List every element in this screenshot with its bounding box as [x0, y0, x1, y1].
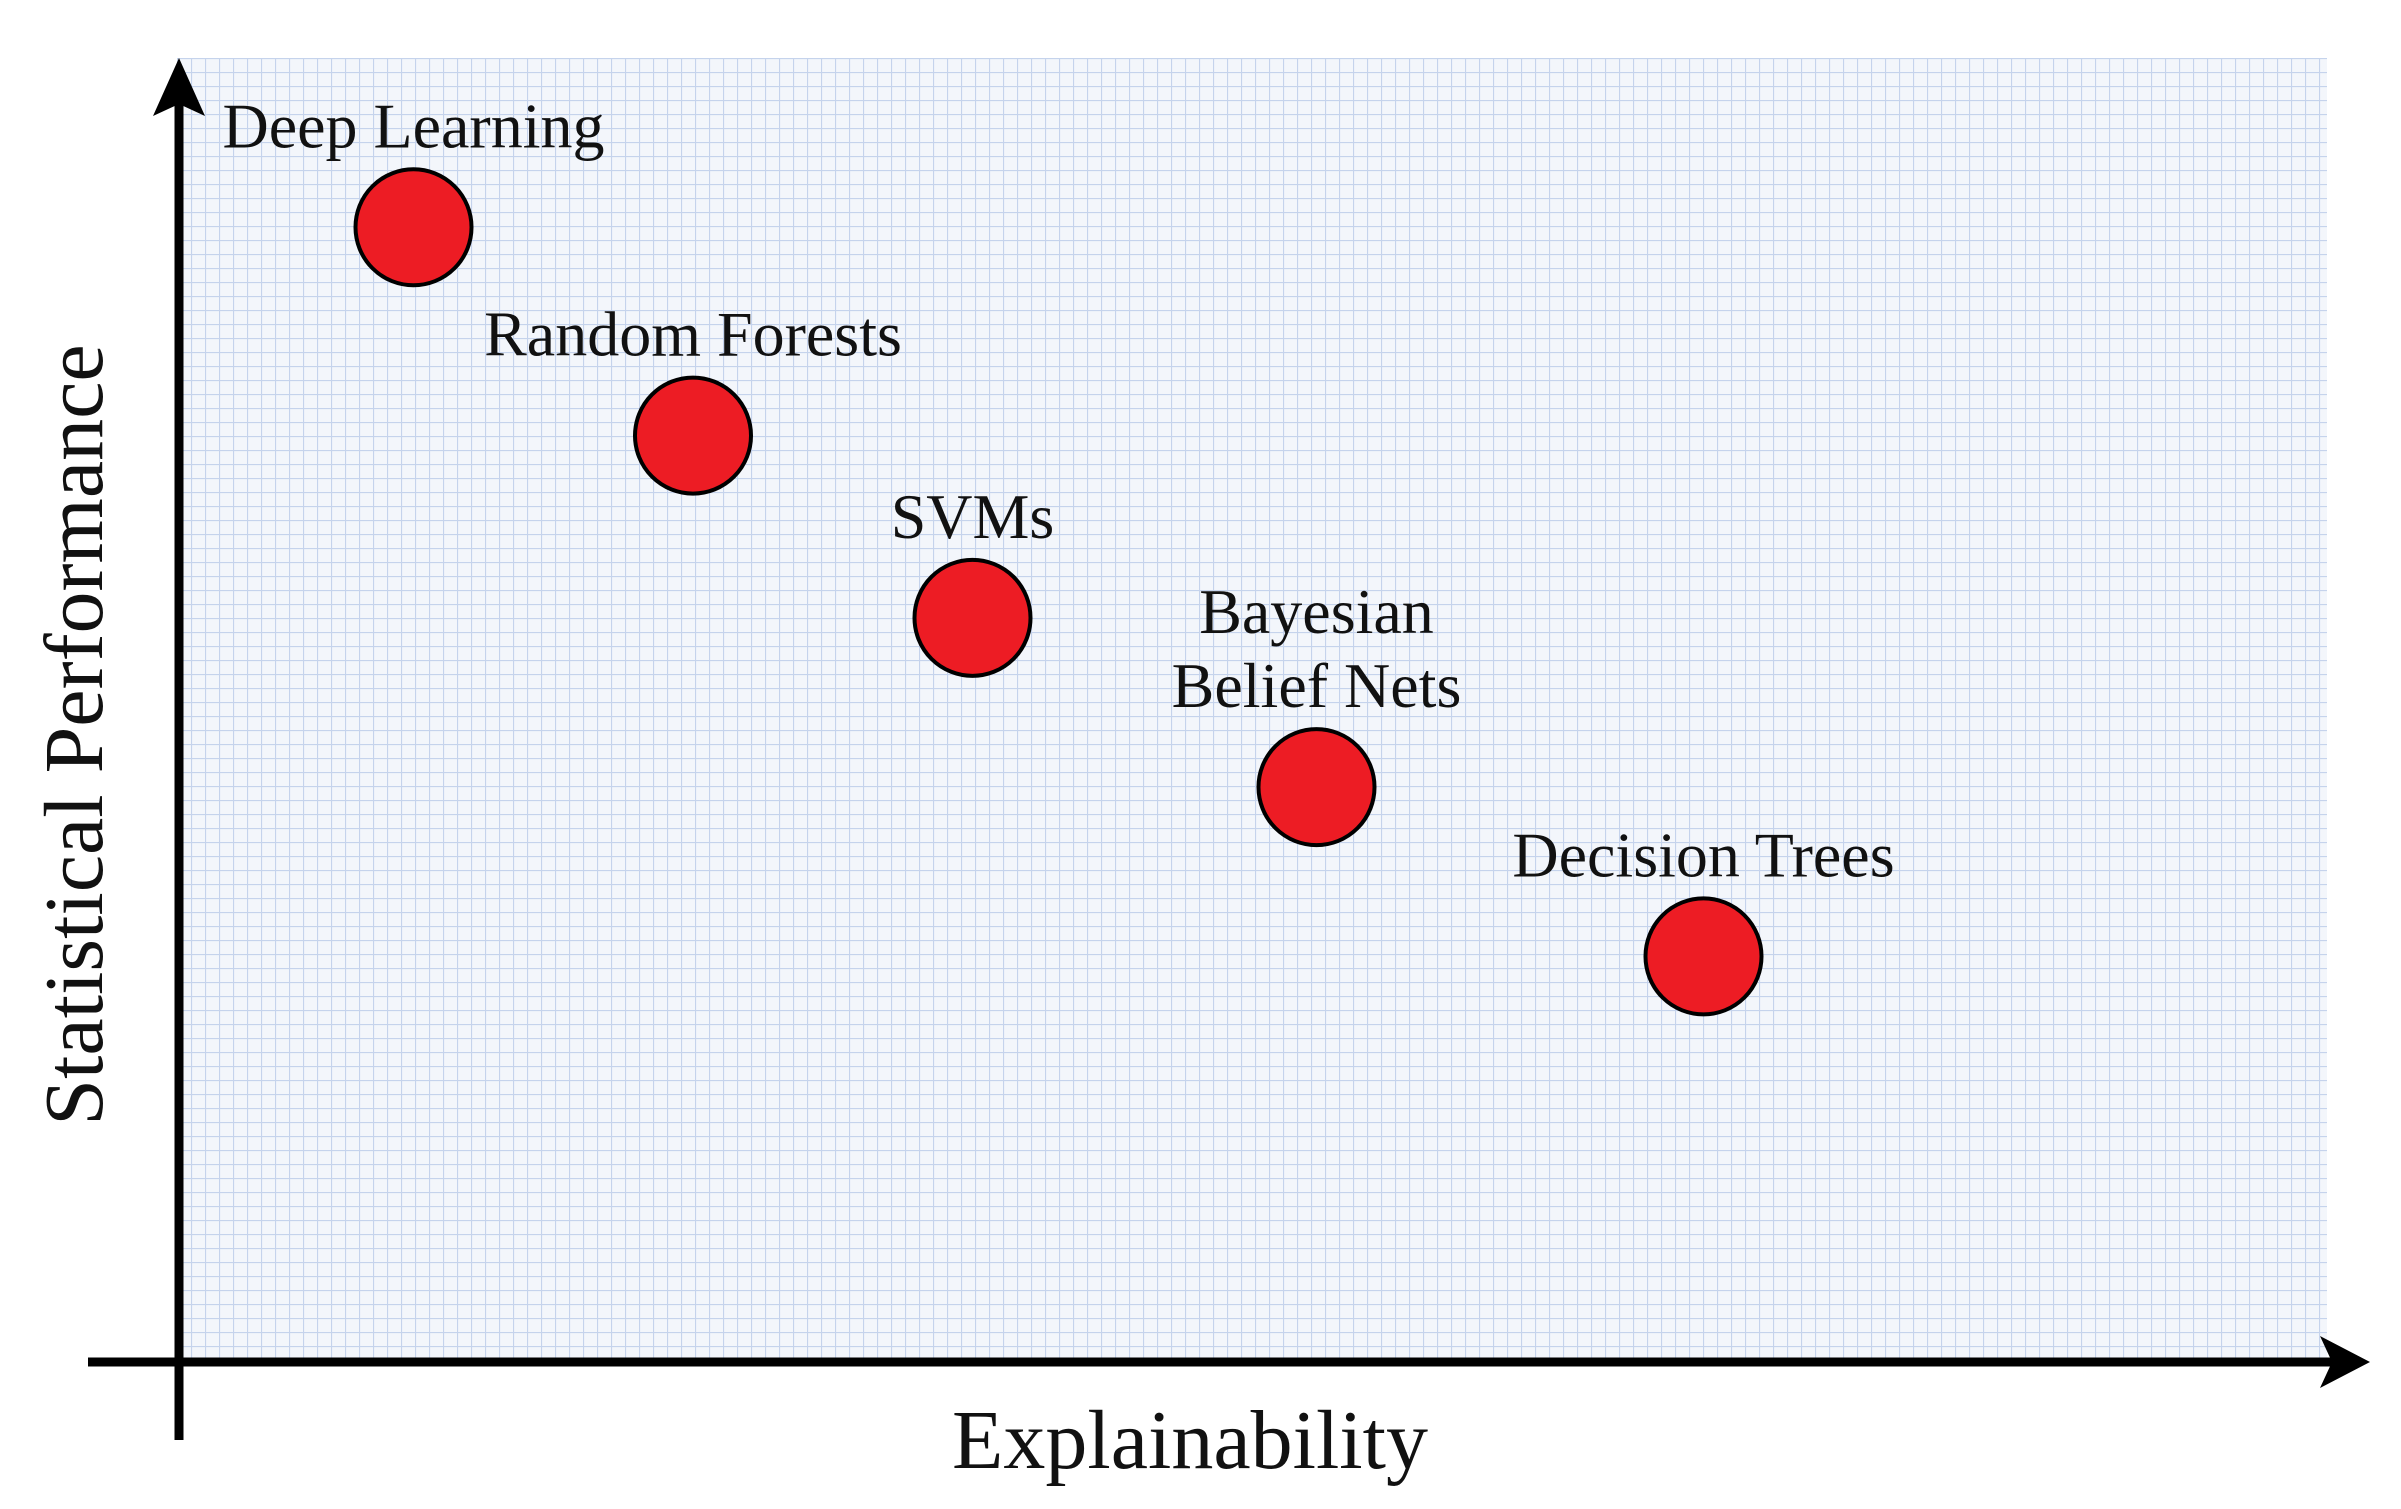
data-point-label: Belief Nets	[1172, 650, 1462, 721]
data-point-group: Deep Learning	[222, 90, 605, 288]
data-point-group: Decision Trees	[1512, 819, 1895, 1017]
data-point-group: SVMs	[891, 481, 1055, 678]
data-point	[353, 167, 474, 288]
y-axis-arrowhead	[153, 58, 205, 116]
data-point	[1643, 896, 1764, 1017]
points-layer: Deep Learning Random Forests SVMs BayesianB…	[222, 90, 1895, 1017]
plot-grid-background	[177, 58, 2327, 1360]
data-point-label: Deep Learning	[222, 90, 604, 161]
data-point-label: Decision Trees	[1512, 819, 1894, 890]
data-point-group: Random Forests	[484, 299, 902, 496]
data-point	[1256, 727, 1377, 848]
data-point-label: SVMs	[891, 481, 1055, 552]
x-axis-label: Explainability	[952, 1394, 1428, 1487]
data-point	[912, 557, 1033, 678]
data-point-label: Random Forests	[484, 299, 902, 370]
data-point-label: Bayesian	[1199, 576, 1434, 647]
data-point	[633, 375, 753, 496]
y-axis-label: Statistical Performance	[28, 344, 121, 1125]
x-axis-arrowhead	[2320, 1336, 2370, 1388]
axes	[88, 58, 2370, 1440]
